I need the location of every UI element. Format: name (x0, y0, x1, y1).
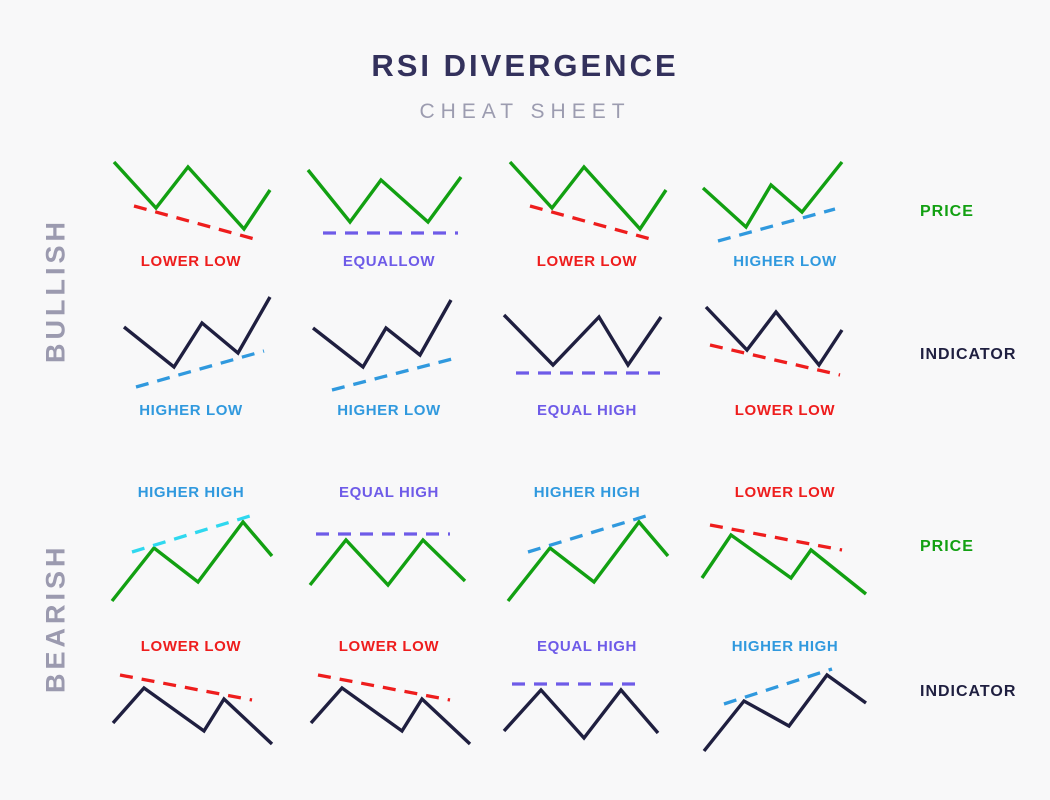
pattern-cell-bullish-price-2: EQUALLOW (304, 152, 474, 271)
page-subtitle: CHEAT SHEET (419, 100, 631, 123)
zigzag-chart (502, 682, 660, 741)
zigzag-chart (112, 160, 272, 242)
zigzag-chart (311, 299, 453, 392)
pattern-label: HIGHER HIGH (137, 484, 245, 501)
zigzag-chart (506, 514, 670, 603)
zigzag-line (306, 168, 463, 225)
zigzag-chart (704, 305, 844, 377)
pattern-cell-bearish-price-3: HIGHER HIGH (502, 484, 672, 608)
pattern-label: LOWER LOW (140, 253, 242, 270)
zigzag-line (111, 685, 274, 746)
pattern-cell-bearish-price-4: LOWER LOW (700, 484, 870, 608)
pattern-cell-bearish-indicator-3: EQUAL HIGH (502, 638, 672, 754)
row-type-label-indicator-bearish: INDICATOR (920, 683, 1017, 700)
trend-dashed-line (119, 673, 253, 702)
zigzag-line (308, 537, 467, 588)
zigzag-chart (702, 667, 867, 753)
zigzag-chart (308, 532, 467, 588)
pattern-label: EQUAL HIGH (537, 402, 637, 419)
trend-dashed-line (723, 667, 833, 706)
zigzag-chart (700, 523, 868, 596)
row-type-label-indicator-bullish: INDICATOR (920, 346, 1017, 363)
zigzag-chart (309, 673, 472, 746)
zigzag-line (700, 532, 868, 596)
zigzag-chart (508, 160, 668, 242)
row-type-label-price-bullish: PRICE (920, 203, 974, 220)
pattern-cell-bullish-price-3: LOWER LOW (502, 152, 672, 271)
pattern-cell-bullish-indicator-3: EQUAL HIGH (502, 295, 672, 420)
zigzag-line (704, 305, 844, 368)
pattern-cell-bullish-price-1: LOWER LOW (106, 152, 276, 271)
zigzag-line (508, 160, 668, 232)
trend-dashed-line (317, 673, 451, 702)
zigzag-line (502, 313, 663, 369)
trend-dashed-line (135, 349, 265, 389)
pattern-cell-bearish-indicator-1: LOWER LOW (106, 638, 276, 754)
zigzag-line (311, 299, 453, 370)
trend-dashed-line (717, 207, 836, 243)
zigzag-line (122, 296, 272, 370)
pattern-cell-bullish-indicator-1: HIGHER LOW (106, 295, 276, 420)
pattern-cell-bearish-indicator-2: LOWER LOW (304, 638, 474, 754)
pattern-label: LOWER LOW (734, 484, 836, 501)
chart-row-bearish-indicator: LOWER LOW LOWER LOW EQUAL HIGH HIGHER HIGH (106, 638, 870, 754)
zigzag-line (309, 685, 472, 746)
zigzag-line (506, 519, 670, 603)
pattern-label: HIGHER LOW (139, 402, 243, 419)
chart-row-bullish-indicator: HIGHER LOW HIGHER LOW EQUAL HIGH LOWER LOW (106, 295, 870, 420)
zigzag-chart (306, 168, 463, 235)
zigzag-line (702, 672, 867, 753)
zigzag-line (110, 519, 274, 603)
pattern-cell-bullish-indicator-4: LOWER LOW (700, 295, 870, 420)
pattern-label: HIGHER HIGH (731, 638, 839, 655)
chart-row-bearish-price: HIGHER HIGH EQUAL HIGH HIGHER HIGH LOWER LO… (106, 484, 870, 608)
zigzag-chart (111, 673, 274, 746)
pattern-label: LOWER LOW (536, 253, 638, 270)
pattern-label: LOWER LOW (140, 638, 242, 655)
pattern-label: HIGHER LOW (733, 253, 837, 270)
zigzag-chart (110, 514, 274, 603)
section-label-bearish: BEARISH (40, 543, 71, 693)
zigzag-line (112, 160, 272, 232)
pattern-cell-bullish-indicator-2: HIGHER LOW (304, 295, 474, 420)
pattern-cell-bullish-price-4: HIGHER LOW (700, 152, 870, 271)
chart-row-bullish-price: LOWER LOW EQUALLOW LOWER LOW HIGHER LOW (106, 152, 870, 271)
section-label-bullish: BULLISH (40, 218, 71, 363)
pattern-label: EQUAL HIGH (339, 484, 439, 501)
pattern-label: EQUAL HIGH (537, 638, 637, 655)
zigzag-chart (502, 313, 663, 375)
row-type-label-price-bearish: PRICE (920, 538, 974, 555)
trend-dashed-line (709, 523, 843, 552)
page-title: RSI DIVERGENCE (371, 48, 679, 83)
zigzag-chart (122, 296, 272, 389)
trend-dashed-line (331, 357, 453, 392)
pattern-label: EQUALLOW (342, 253, 436, 270)
pattern-cell-bearish-price-1: HIGHER HIGH (106, 484, 276, 608)
pattern-label: LOWER LOW (338, 638, 440, 655)
pattern-label: HIGHER LOW (337, 402, 441, 419)
trend-dashed-line (709, 343, 841, 377)
zigzag-line (701, 160, 844, 230)
pattern-cell-bearish-indicator-4: HIGHER HIGH (700, 638, 870, 754)
zigzag-line (502, 687, 660, 741)
pattern-label: HIGHER HIGH (533, 484, 641, 501)
pattern-cell-bearish-price-2: EQUAL HIGH (304, 484, 474, 608)
pattern-label: LOWER LOW (734, 402, 836, 419)
zigzag-chart (701, 160, 844, 243)
